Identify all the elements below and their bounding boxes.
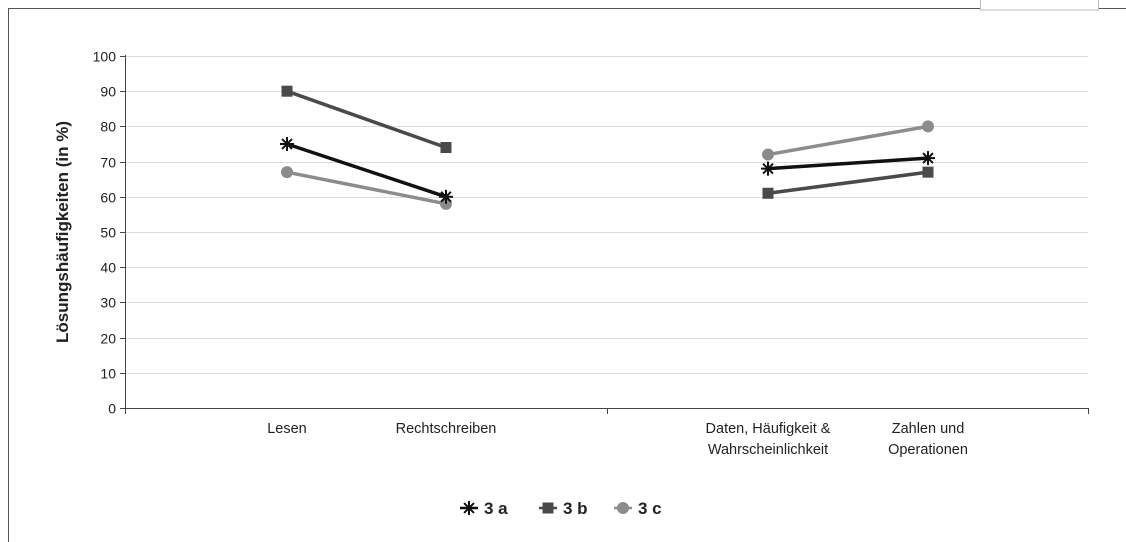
x-category-label: Wahrscheinlichkeit <box>708 442 828 458</box>
y-tick-label: 20 <box>100 331 116 347</box>
y-tick-label: 30 <box>100 295 116 311</box>
legend-label: 3 b <box>563 499 588 518</box>
data-point <box>542 502 554 514</box>
y-tick-label: 10 <box>100 366 116 382</box>
y-tick-label: 60 <box>100 190 116 206</box>
y-axis-label: Lösungshäufigkeiten (in %) <box>53 121 72 343</box>
data-point <box>762 187 774 199</box>
data-series <box>280 85 935 210</box>
corner-box <box>980 0 1099 11</box>
data-point <box>617 502 629 514</box>
data-point <box>921 151 935 166</box>
y-tick-label: 100 <box>93 49 117 65</box>
x-category-label: Lesen <box>267 421 307 437</box>
series-line <box>766 170 930 196</box>
x-category-label: Daten, Häufigkeit & <box>706 421 831 437</box>
series-3b <box>281 85 934 199</box>
x-category-labels: Lesen Rechtschreiben Daten, Häufigkeit & Wa… <box>267 421 968 458</box>
gridlines <box>125 56 1088 374</box>
marker-stroke <box>922 152 934 164</box>
y-tick-label: 80 <box>100 119 116 135</box>
series-line <box>285 142 448 199</box>
data-point <box>922 166 934 178</box>
legend-item: 3 b <box>539 499 588 518</box>
x-category-label: Operationen <box>888 442 968 458</box>
data-point <box>281 85 293 97</box>
data-point <box>440 142 452 154</box>
y-tick-label: 50 <box>100 225 116 241</box>
series-3a <box>280 137 935 204</box>
legend: 3 a 3 b 3 c <box>460 499 662 518</box>
chart-border <box>8 8 1126 542</box>
marker-stroke <box>762 162 774 175</box>
y-tick-label: 70 <box>100 155 116 171</box>
y-tick-label: 40 <box>100 260 116 276</box>
series-line <box>285 89 448 150</box>
series-line <box>766 124 930 157</box>
series-line <box>766 156 930 171</box>
x-category-label: Rechtschreiben <box>396 421 497 437</box>
legend-label: 3 c <box>638 499 662 518</box>
marker-stroke <box>440 191 452 203</box>
y-tick-label: 0 <box>108 401 116 417</box>
data-point <box>281 166 293 179</box>
legend-label: 3 a <box>484 499 508 518</box>
legend-item: 3 a <box>460 499 508 518</box>
data-point <box>462 501 476 515</box>
marker-stroke <box>463 502 475 514</box>
data-point <box>439 189 453 204</box>
axes <box>120 55 1089 414</box>
x-category-label: Zahlen und <box>892 421 965 437</box>
y-tick-label: 90 <box>100 84 116 100</box>
data-point <box>762 148 774 161</box>
data-point <box>922 120 934 133</box>
y-tick-labels: 0 10 20 30 40 50 60 70 80 90 100 <box>93 49 117 417</box>
data-point <box>761 161 775 176</box>
marker-stroke <box>281 138 293 150</box>
legend-item: 3 c <box>614 499 662 518</box>
data-point <box>280 137 294 151</box>
series-line <box>285 170 448 206</box>
